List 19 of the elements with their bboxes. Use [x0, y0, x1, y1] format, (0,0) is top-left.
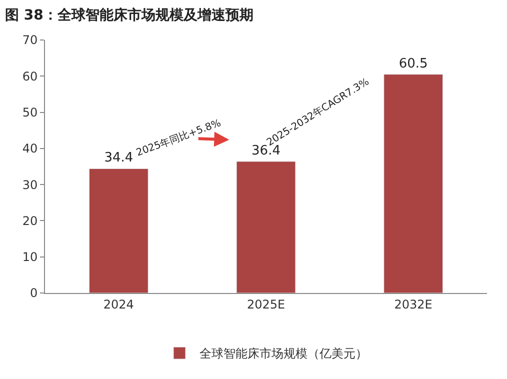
y-tick-label: 20: [22, 214, 38, 228]
x-tick-label: 2032E: [394, 297, 432, 312]
y-tick-label: 50: [22, 105, 38, 120]
data-label: 36.4: [252, 143, 280, 158]
x-tick-label: 2025E: [246, 297, 286, 312]
y-tick-label: 30: [22, 178, 38, 192]
bar: [236, 161, 296, 293]
bar: [384, 74, 444, 293]
y-tick-label: 60: [22, 69, 38, 84]
y-tick-label: 0: [30, 286, 38, 300]
y-tick-label: 40: [22, 142, 38, 156]
x-tick-label: 2024: [103, 297, 134, 312]
y-tick-label: 70: [22, 33, 38, 48]
data-label: 60.5: [398, 56, 428, 72]
bar: [88, 168, 148, 293]
legend-label: 全球智能床市场规模（亿美元）: [200, 346, 368, 361]
y-tick-label: 10: [22, 250, 38, 264]
chart-title: 图 38：全球智能床市场规模及增速预期: [5, 6, 254, 24]
data-label: 34.4: [104, 150, 134, 166]
